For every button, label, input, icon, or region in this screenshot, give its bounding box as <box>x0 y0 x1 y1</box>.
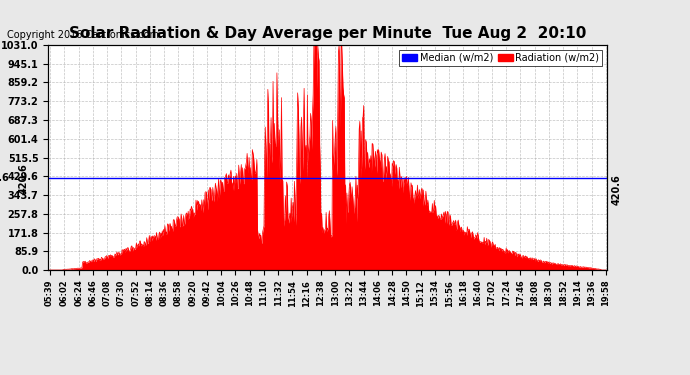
Title: Solar Radiation & Day Average per Minute  Tue Aug 2  20:10: Solar Radiation & Day Average per Minute… <box>69 26 586 41</box>
Text: Copyright 2016 Cartronics.com: Copyright 2016 Cartronics.com <box>7 30 159 40</box>
Text: 420.6: 420.6 <box>19 163 29 194</box>
Legend: Median (w/m2), Radiation (w/m2): Median (w/m2), Radiation (w/m2) <box>400 50 602 66</box>
Text: 420.6: 420.6 <box>0 173 10 183</box>
